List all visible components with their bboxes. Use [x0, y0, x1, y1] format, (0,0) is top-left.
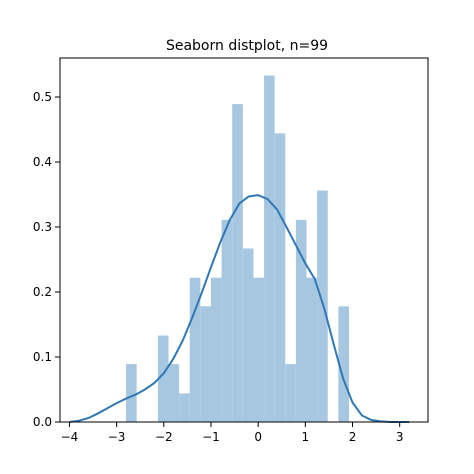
x-tick-label: 2 — [349, 430, 357, 444]
x-tick-label: −2 — [155, 430, 173, 444]
histogram-bar — [253, 277, 265, 422]
histogram-bar — [242, 248, 254, 422]
histogram-bar — [168, 364, 180, 422]
histogram-bar — [264, 75, 275, 423]
x-tick-label: −4 — [61, 430, 79, 444]
x-tick-label: 1 — [302, 430, 310, 444]
histogram-bar — [338, 306, 349, 422]
chart-title: Seaborn distplot, n=99 — [166, 38, 328, 54]
histogram-bar — [126, 364, 137, 422]
histogram-bar — [285, 364, 296, 422]
y-axis: 0.0 0.1 0.2 0.3 0.4 0.5 — [33, 90, 60, 429]
histogram-bar — [232, 104, 243, 423]
histogram-bar — [179, 393, 190, 422]
histogram-bar — [317, 190, 328, 422]
y-tick-label: 0.4 — [33, 155, 52, 169]
histogram-bar — [189, 277, 201, 422]
x-axis: −4 −3 −2 −1 0 1 2 3 — [61, 422, 404, 444]
y-tick-label: 0.3 — [33, 220, 52, 234]
y-tick-label: 0.0 — [33, 415, 52, 429]
histogram-bar — [210, 277, 222, 422]
x-tick-label: −3 — [108, 430, 126, 444]
histogram-bar — [295, 219, 307, 422]
y-tick-label: 0.1 — [33, 350, 52, 364]
y-tick-label: 0.5 — [33, 90, 52, 104]
plot-frame — [59, 57, 429, 423]
y-tick-label: 0.2 — [33, 285, 52, 299]
x-tick-label: 3 — [396, 430, 404, 444]
histogram-bars — [126, 75, 349, 423]
kde-curve — [69, 194, 410, 423]
histogram-bar — [274, 133, 286, 422]
histogram-bar — [157, 335, 169, 422]
histogram-bar — [200, 306, 211, 422]
x-tick-label: −1 — [202, 430, 220, 444]
histogram-bar — [306, 277, 318, 422]
x-tick-label: 0 — [254, 430, 262, 444]
histogram-bar — [221, 219, 233, 422]
